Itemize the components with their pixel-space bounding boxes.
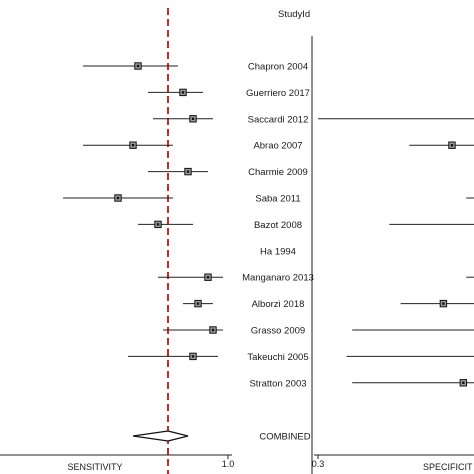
sensitivity-point-2-center (191, 117, 195, 120)
specificity-axis-title: SPECIFICIT (423, 462, 473, 472)
study-label-2: Saccardi 2012 (248, 114, 309, 125)
study-label-3: Abrao 2007 (253, 141, 302, 152)
study-label-6: Bazot 2008 (254, 220, 302, 231)
sensitivity-point-10-center (211, 328, 215, 332)
specificity-tick-label: 0.3 (312, 459, 325, 469)
sensitivity-point-0-center (136, 64, 140, 68)
study-column-header: StudyId (278, 9, 310, 20)
specificity-panel: 0.3 SPECIFICIT (312, 118, 474, 472)
study-label-1: Guerriero 2017 (246, 88, 310, 99)
sensitivity-axis-title: SENSITIVITY (67, 462, 122, 472)
study-label-7: Ha 1994 (260, 246, 296, 257)
specificity-point-12-center (462, 381, 465, 384)
sensitivity-point-3-center (131, 144, 135, 147)
sensitivity-point-8-center (206, 276, 210, 279)
sensitivity-point-5-center (116, 196, 120, 200)
study-label-5: Saba 2011 (255, 194, 300, 205)
sensitivity-tick-label: 1.0 (222, 459, 235, 469)
sensitivity-point-1-center (181, 91, 185, 94)
sensitivity-point-9-center (196, 302, 200, 305)
study-label-11: Takeuchi 2005 (247, 352, 308, 363)
study-label-0: Chapron 2004 (248, 62, 308, 73)
specificity-point-3-center (450, 144, 454, 147)
study-label-12: Stratton 2003 (249, 378, 306, 389)
study-label-column: StudyId Chapron 2004 Guerriero 2017 Saccar… (242, 9, 314, 474)
study-label-4: Charmie 2009 (248, 167, 308, 178)
combined-label: COMBINED (259, 432, 310, 443)
study-label-8: Manganaro 2013 (242, 273, 314, 284)
combined-diamond (132, 430, 189, 442)
sensitivity-point-11-center (191, 355, 195, 358)
sensitivity-point-6-center (156, 223, 160, 226)
sensitivity-point-4-center (186, 170, 190, 173)
study-label-10: Grasso 2009 (251, 326, 305, 337)
sensitivity-panel: 1.0 SENSITIVITY (0, 8, 234, 474)
specificity-point-9-center (442, 302, 445, 305)
study-label-9: Alborzi 2018 (252, 299, 305, 310)
